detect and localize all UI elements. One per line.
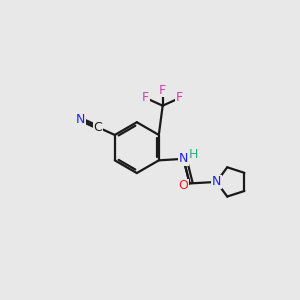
Text: N: N <box>179 152 188 165</box>
Text: F: F <box>159 84 166 97</box>
Text: H: H <box>189 148 198 161</box>
Text: N: N <box>76 113 86 126</box>
Text: C: C <box>94 121 102 134</box>
Text: F: F <box>142 92 149 104</box>
Text: F: F <box>176 92 183 104</box>
Text: O: O <box>178 179 188 192</box>
Text: N: N <box>212 176 221 188</box>
